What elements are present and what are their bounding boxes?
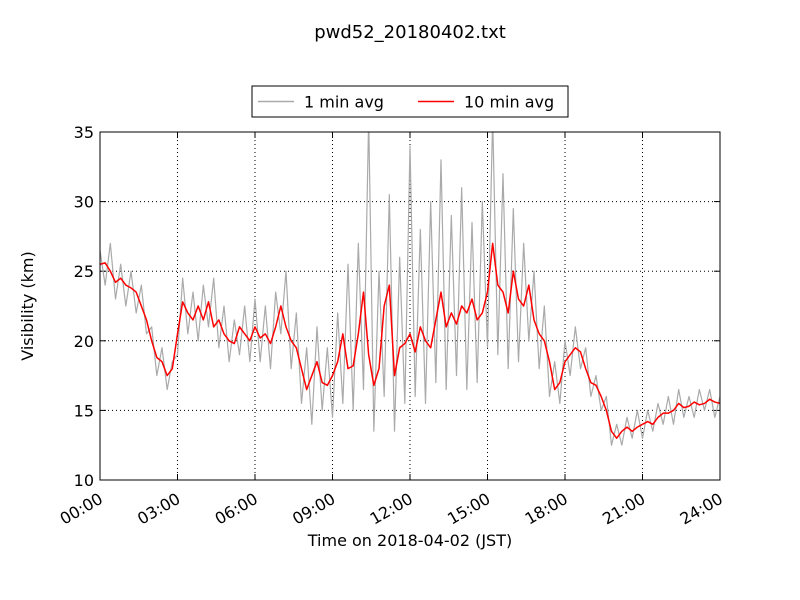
legend-label: 1 min avg <box>304 93 384 112</box>
series-line <box>100 242 720 439</box>
plot-frame <box>99 131 721 481</box>
legend: 1 min avg 10 min avg <box>251 85 569 118</box>
plot-lines <box>100 132 720 446</box>
y-axis-title: Visibility (km) <box>18 251 37 360</box>
y-tick-label: 15 <box>74 401 94 420</box>
legend-box <box>251 85 569 118</box>
chart-title: pwd52_20180402.txt <box>314 22 506 43</box>
series-line <box>100 132 720 446</box>
y-tick-label: 25 <box>74 262 94 281</box>
y-tick-label: 20 <box>74 332 94 351</box>
y-tick-label: 10 <box>74 471 94 490</box>
x-axis-title: Time on 2018-04-02 (JST) <box>307 531 512 550</box>
y-tick-label: 30 <box>74 193 94 212</box>
legend-label: 10 min avg <box>464 93 554 112</box>
y-tick-label: 35 <box>74 123 94 142</box>
